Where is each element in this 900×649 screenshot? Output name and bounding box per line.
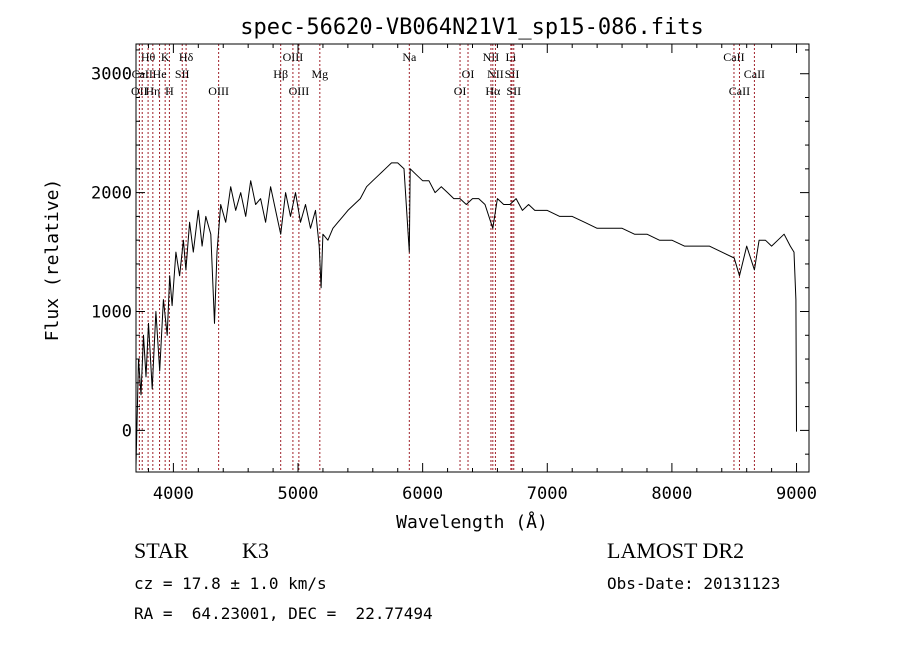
plot-axes: 4000 5000 6000 7000 8000 9000 0 1000 2000 3000 xyxy=(91,43,817,504)
object-type: STAR xyxy=(134,538,189,563)
object-subclass: K3 xyxy=(242,538,269,563)
y-tick-label-3: 3000 xyxy=(91,65,132,85)
line-marker-label-1: OII xyxy=(131,84,148,98)
chart-title: spec-56620-VB064N21V1_sp15-086.fits xyxy=(240,15,704,40)
line-marker-label-9: OIII xyxy=(208,84,229,98)
line-marker-label-5: H xyxy=(165,84,174,98)
y-axis-label: Flux (relative) xyxy=(42,179,63,342)
line-marker-label-2: Hη xyxy=(145,84,160,98)
x-tick-label-5: 9000 xyxy=(776,484,817,504)
line-marker-label-20: Li xyxy=(506,50,517,64)
coordinates-text: RA = 64.23001, DEC = 22.77494 xyxy=(134,604,433,623)
line-marker-label-13: Mg xyxy=(311,67,328,81)
line-marker-label-23: CaII xyxy=(723,50,744,64)
line-marker-label-14: Na xyxy=(402,50,417,64)
spectrum-line-0 xyxy=(135,162,797,467)
line-marker-label-17: NII xyxy=(483,50,500,64)
y-tick-label-2: 2000 xyxy=(91,184,132,204)
line-marker-label-25: CaII xyxy=(744,67,765,81)
plot-frame xyxy=(135,43,810,473)
line-marker-label-7: SII xyxy=(175,67,190,81)
x-tick-label-3: 7000 xyxy=(527,484,568,504)
y-tick-label-1: 1000 xyxy=(91,303,132,323)
line-marker-label-22: SII xyxy=(506,84,521,98)
line-marker-label-10: Hβ xyxy=(273,67,288,81)
line-marker-label-18: NII xyxy=(487,67,504,81)
line-marker-label-16: OI xyxy=(462,67,475,81)
line-marker-label-12: OIII xyxy=(289,84,310,98)
line-marker-label-4: K xyxy=(161,50,170,64)
y-tick-label-0: 0 xyxy=(122,421,132,441)
line-marker-label-0: Hθ xyxy=(141,50,156,64)
x-tick-label-2: 6000 xyxy=(402,484,443,504)
line-marker-label-6: He xyxy=(153,67,167,81)
line-marker-label-21: SII xyxy=(505,67,520,81)
x-tick-label-4: 8000 xyxy=(651,484,692,504)
x-tick-label-1: 5000 xyxy=(278,484,319,504)
obs-date: Obs-Date: 20131123 xyxy=(607,574,781,593)
x-axis-label: Wavelength (Å) xyxy=(396,511,548,533)
line-marker-label-11: OIII xyxy=(283,50,304,64)
redshift-text: cz = 17.8 ± 1.0 km/s xyxy=(134,574,327,593)
line-marker-label-15: OI xyxy=(454,84,467,98)
line-marker-label-24: CaII xyxy=(729,84,750,98)
x-tick-label-0: 4000 xyxy=(153,484,194,504)
survey-name: LAMOST DR2 xyxy=(607,538,745,563)
spectrum-series xyxy=(135,162,797,467)
line-marker-label-19: Hα xyxy=(485,84,501,98)
line-marker-label-8: Hδ xyxy=(179,50,194,64)
